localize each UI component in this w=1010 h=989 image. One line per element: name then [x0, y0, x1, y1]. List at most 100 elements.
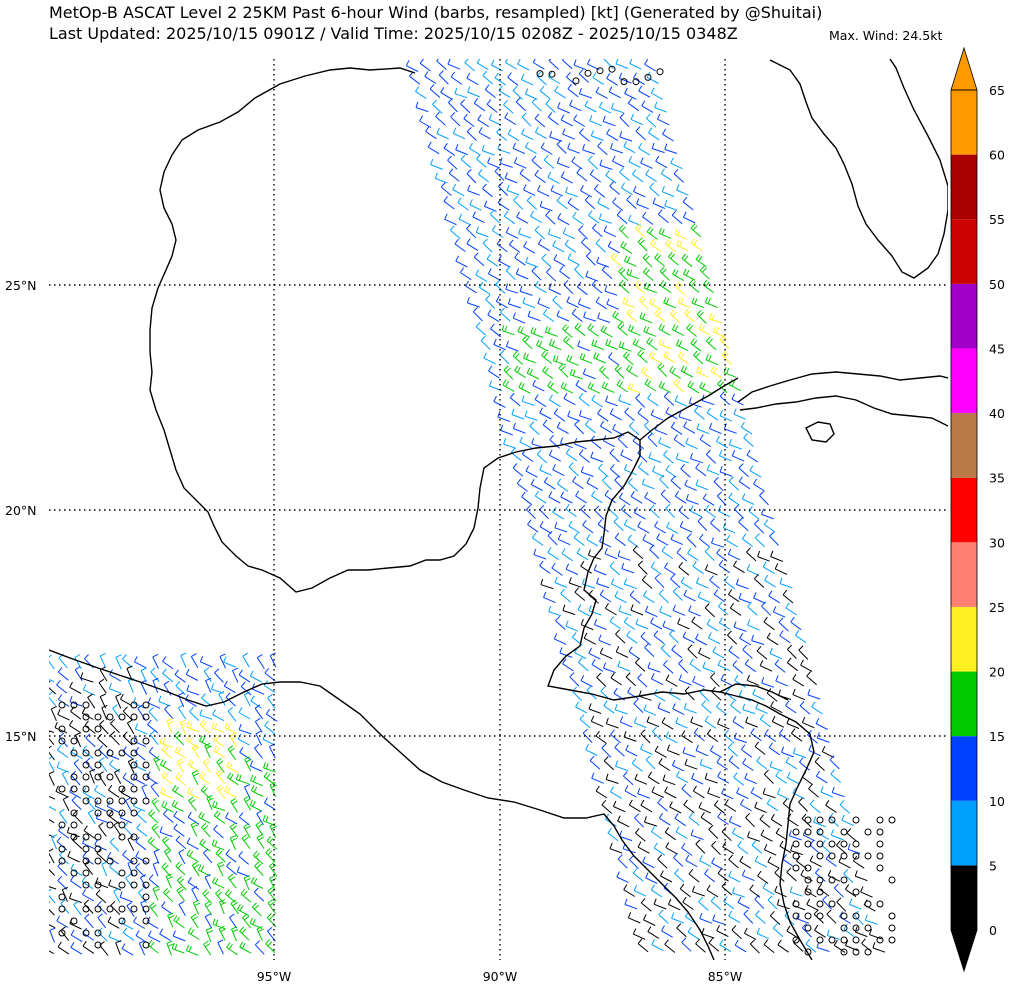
wind-barb	[450, 71, 463, 85]
wind-barb	[626, 630, 638, 644]
wind-barb	[533, 548, 547, 560]
wind-barb	[737, 896, 750, 909]
wind-barb	[236, 866, 250, 878]
wind-barb	[565, 503, 577, 518]
calm-wind-marker	[828, 840, 836, 848]
wind-barb	[61, 770, 70, 786]
wind-barb	[659, 606, 672, 618]
wind-barb	[151, 797, 160, 813]
wind-barb	[709, 745, 722, 758]
wind-barb	[759, 814, 771, 828]
wind-barb	[267, 899, 277, 914]
wind-barb	[204, 874, 212, 890]
wind-barb	[512, 422, 526, 434]
colorbar-bin-30-35	[951, 477, 977, 543]
wind-barb	[754, 801, 767, 814]
wind-barb	[126, 901, 135, 917]
wind-barb	[521, 112, 532, 127]
wind-barb	[661, 185, 675, 198]
wind-barb	[721, 350, 732, 365]
wind-barb	[238, 723, 252, 735]
wind-barb	[731, 925, 742, 940]
wind-barb	[512, 142, 526, 155]
wind-barb	[751, 634, 765, 645]
wind-barb	[668, 251, 679, 266]
calm-wind-marker	[106, 905, 114, 913]
wind-barb	[761, 601, 772, 616]
wind-barb	[678, 410, 692, 422]
wind-barb	[830, 769, 842, 783]
wind-barb	[625, 744, 638, 757]
wind-barb	[637, 560, 648, 575]
wind-barb	[530, 478, 543, 492]
wind-barb	[618, 224, 629, 239]
wind-barb	[562, 658, 574, 672]
wind-barb	[601, 743, 612, 758]
wind-barb	[590, 451, 604, 463]
wind-barb	[648, 452, 662, 463]
wind-barb	[610, 142, 624, 154]
wind-barb	[566, 296, 579, 308]
wind-barb	[845, 939, 858, 951]
wind-barb	[609, 181, 621, 195]
wind-barb	[523, 241, 536, 254]
wind-barb	[265, 939, 276, 954]
wind-barb	[699, 265, 710, 280]
wind-barb	[524, 410, 538, 421]
wind-barb	[539, 560, 551, 574]
wind-barb	[628, 155, 641, 169]
wind-barb	[658, 589, 669, 604]
wind-barb	[136, 809, 147, 824]
wind-barb	[227, 745, 237, 760]
wind-barb	[695, 938, 706, 953]
wind-barb	[698, 896, 709, 911]
wind-barb	[239, 747, 251, 760]
calm-wind-marker	[130, 905, 138, 913]
wind-barb	[250, 785, 264, 797]
wind-barb	[243, 875, 251, 891]
wind-barb	[817, 827, 830, 841]
wind-barb	[788, 829, 802, 841]
wind-barb	[584, 195, 596, 210]
wind-barb	[637, 407, 649, 422]
wind-barb	[683, 268, 696, 281]
wind-barb	[673, 852, 684, 867]
calm-wind-marker	[876, 936, 884, 944]
calm-wind-marker	[864, 948, 872, 956]
calm-wind-marker	[852, 948, 860, 956]
wind-barb	[568, 577, 582, 588]
wind-barb	[728, 870, 741, 883]
wind-barb	[429, 84, 441, 98]
wind-barb	[588, 605, 602, 616]
wind-barb	[162, 668, 174, 683]
wind-barb	[658, 227, 672, 239]
calm-wind-marker	[792, 828, 800, 836]
wind-barb	[715, 701, 728, 715]
wind-barb	[732, 716, 745, 729]
wind-barb	[736, 787, 749, 800]
wind-barb	[808, 744, 821, 757]
colorbar-bin-25-30	[951, 542, 977, 607]
wind-barb	[175, 772, 187, 786]
wind-barb	[483, 352, 496, 365]
wind-barb	[668, 629, 679, 644]
wind-barb	[591, 339, 605, 351]
wind-barb	[650, 617, 663, 630]
wind-barb	[110, 730, 120, 746]
wind-barb	[644, 59, 656, 72]
wind-barb	[663, 449, 674, 464]
wind-barb	[785, 602, 798, 616]
wind-barb	[179, 719, 188, 735]
wind-barb	[171, 942, 185, 954]
wind-barb	[620, 449, 633, 462]
lat-label-20n: 20°N	[5, 503, 37, 518]
lat-label-15n: 15°N	[5, 729, 37, 744]
calm-wind-marker	[142, 701, 150, 709]
wind-barb	[161, 862, 172, 877]
wind-barb	[574, 264, 584, 280]
wind-barb	[681, 783, 692, 798]
wind-barb	[740, 799, 752, 812]
wind-barb	[585, 744, 598, 756]
wind-barb	[478, 281, 491, 295]
